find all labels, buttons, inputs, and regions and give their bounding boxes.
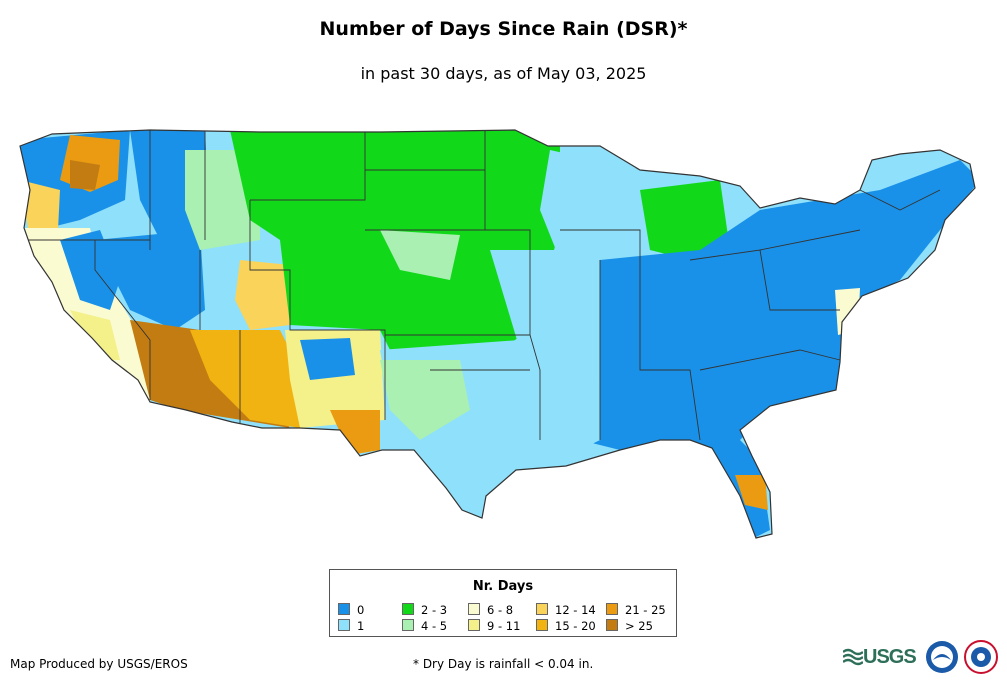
nws-logo-icon [964,640,998,674]
usgs-text: USGS [863,646,917,668]
region-ia-lightblue [490,250,600,350]
legend-item: 15 - 20 [536,619,596,632]
legend-item: 12 - 14 [536,603,596,616]
legend-label: 15 - 20 [555,619,596,633]
legend-item: 2 - 3 [402,603,447,616]
legend-swatch [402,603,414,615]
region-tx-green [380,360,470,440]
legend-swatch [606,603,618,615]
region-mn-lightblue [540,150,650,280]
legend-item: 0 [338,603,364,616]
legend-label: 1 [357,619,365,633]
legend-label: 2 - 3 [421,603,448,617]
region-ne-pale [380,230,460,280]
legend-label: 4 - 5 [421,619,448,633]
region-ca-yellow [70,310,120,360]
legend-swatch [338,619,350,631]
region-nm-blue [300,338,355,380]
region-coast-tan [20,180,60,240]
map-title: Number of Days Since Rain (DSR)* [319,18,688,40]
region-nevada-blue [95,230,205,330]
legend-swatch [536,603,548,615]
dry-day-note: * Dry Day is rainfall < 0.04 in. [413,657,594,671]
noaa-logo-icon [926,641,958,673]
legend-label: 9 - 11 [487,619,521,633]
legend-label: 6 - 8 [487,603,514,617]
legend-title: Nr. Days [472,579,534,594]
region-dakota-pale [370,140,480,190]
state-borders [20,130,941,441]
legend-label: 12 - 14 [555,603,596,617]
legend-item: 9 - 11 [468,619,520,632]
legend-swatch [402,619,414,631]
region-texas-trans-pecos [330,410,380,455]
legend-swatch [468,603,480,615]
credit-text: Map Produced by USGS/EROS [10,657,188,671]
us-border [19,129,976,539]
legend-label: 21 - 25 [625,603,666,617]
legend-swatch [606,619,618,631]
region-fl-orange [735,475,768,510]
legend-item: 21 - 25 [606,603,666,616]
region-east-blue [580,160,975,538]
region-utah-orange [235,260,290,330]
legend-label: > 25 [625,619,653,633]
region-midatlantic-pale [835,288,860,335]
usgs-wave-icon [843,648,863,666]
us-dsr-map [19,129,976,539]
legend: Nr. Days 0 1 2 - 3 4 - 5 6 - 8 9 - 11 12 - 14 1… [329,569,677,637]
legend-item: > 25 [606,619,653,632]
legend-label: 0 [357,603,365,617]
legend-swatch [338,603,350,615]
region-mi-green [640,180,730,260]
legend-item: 1 [338,619,364,632]
usgs-logo: USGS [843,646,923,670]
legend-swatch [468,619,480,631]
region-oregon-brown [70,160,100,190]
legend-swatch [536,619,548,631]
legend-item: 4 - 5 [402,619,447,632]
map-subtitle: in past 30 days, as of May 03, 2025 [360,64,647,83]
legend-item: 6 - 8 [468,603,513,616]
region-az-orange [190,330,300,428]
